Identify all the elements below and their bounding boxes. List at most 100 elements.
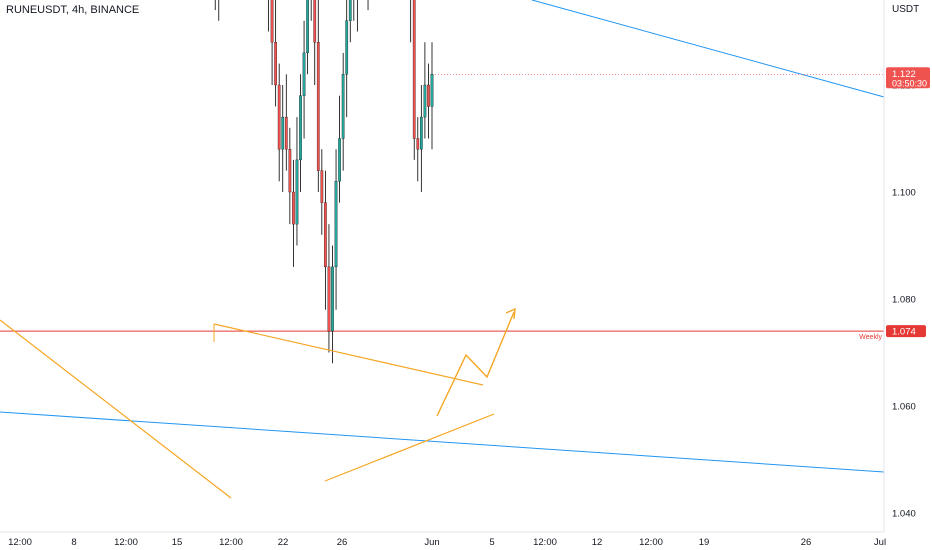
candle-body <box>316 42 320 171</box>
trendlines <box>0 0 885 473</box>
candle <box>302 20 306 139</box>
candle <box>331 245 334 364</box>
price-tick-label: 1.080 <box>892 295 916 306</box>
candle-body <box>320 170 324 203</box>
candle <box>334 149 338 310</box>
candle <box>284 74 288 171</box>
candle-body <box>324 202 327 268</box>
candle-body <box>423 84 427 118</box>
candle <box>324 170 327 310</box>
candle <box>274 0 277 107</box>
candle <box>281 85 285 192</box>
time-tick-label: 26 <box>801 537 812 548</box>
candle-body <box>299 95 302 161</box>
time-tick-label: 15 <box>172 537 183 548</box>
candle <box>338 95 341 203</box>
candle-body <box>302 52 306 96</box>
candle-body <box>341 74 345 139</box>
weekly-price-badge: 1.074 <box>886 325 926 338</box>
candle <box>268 0 269 32</box>
projection-arrowhead <box>505 307 516 320</box>
candle-body <box>334 181 338 268</box>
time-tick-label: 12:00 <box>639 537 663 548</box>
weekly-badge-value: 1.074 <box>892 327 916 338</box>
candle <box>292 159 295 267</box>
candle-body <box>277 84 281 150</box>
time-tick-label: 26 <box>337 537 348 548</box>
time-tick-label: 12:00 <box>533 537 557 548</box>
candle-body <box>430 74 434 107</box>
candle <box>345 0 349 118</box>
time-tick-label: 19 <box>699 537 710 548</box>
symbol-title: RUNEUSDT, 4h, BINANCE <box>6 4 140 16</box>
time-tick-label: 12:00 <box>219 537 243 548</box>
candle <box>277 63 281 182</box>
candle <box>412 0 416 160</box>
candle <box>316 0 320 192</box>
candle-body <box>419 116 423 150</box>
last-price-badge: 1.122 03:50:30 <box>886 67 930 89</box>
candle-body <box>313 0 317 43</box>
candle <box>353 0 355 21</box>
time-tick-label: 12 <box>592 537 603 548</box>
candle <box>288 127 292 225</box>
candle-body <box>416 138 420 150</box>
weekly-level-label: Weekly <box>859 334 882 341</box>
candle-body <box>292 191 295 225</box>
projection-arrow <box>436 311 515 417</box>
candle-body <box>348 0 352 21</box>
candle-body <box>295 159 299 225</box>
candle <box>416 117 420 182</box>
candle-body <box>288 149 292 193</box>
candle-body <box>327 266 331 332</box>
candle-body <box>284 116 288 150</box>
candle-body <box>412 0 416 139</box>
pattern-drawings <box>0 307 516 499</box>
candle-body <box>306 0 309 54</box>
wedge-upper-left <box>0 319 232 499</box>
time-axis[interactable]: 12:00 8 12:00 15 12:00 22 26 Jun 5 12:00 12 12:00 19… <box>8 537 886 548</box>
time-tick-label: 12:00 <box>114 537 138 548</box>
candle <box>306 0 309 75</box>
candle <box>423 42 427 139</box>
candle <box>419 85 423 192</box>
candle-body <box>274 42 277 86</box>
candle <box>310 0 312 21</box>
last-price-value: 1.122 <box>892 69 916 80</box>
candle <box>430 42 434 150</box>
candle-body <box>270 0 274 43</box>
weekly-badge-bg <box>886 325 926 338</box>
time-tick-label: 8 <box>71 537 76 548</box>
candle <box>299 74 302 192</box>
candle-body <box>427 84 430 107</box>
price-tick-label: 1.100 <box>892 188 916 199</box>
candle <box>313 0 317 85</box>
candle <box>270 0 274 85</box>
candle <box>410 0 412 43</box>
candle <box>341 52 345 171</box>
last-price-bg <box>886 67 930 89</box>
candle-body <box>331 266 334 332</box>
candle <box>327 224 331 353</box>
candle-body <box>281 116 285 150</box>
bar-countdown: 03:50:30 <box>892 78 927 88</box>
time-tick-label: Jun <box>424 537 439 548</box>
candle <box>427 63 430 139</box>
time-tick-label: 22 <box>278 537 289 548</box>
candle <box>348 0 352 43</box>
resistance-trendline <box>531 0 885 98</box>
candle <box>356 0 358 32</box>
candlesticks <box>214 0 434 364</box>
candle-body <box>345 20 349 75</box>
time-tick-label: 12:00 <box>8 537 32 548</box>
support-trendline <box>0 411 885 473</box>
weekly-level-name: Weekly <box>859 334 882 341</box>
candle-body <box>338 138 341 182</box>
triangle-lower-line <box>324 413 495 482</box>
price-tick-label: 1.040 <box>892 509 916 520</box>
currency-label: USDT <box>892 4 919 15</box>
triangle-upper-line <box>213 323 484 386</box>
time-tick-label: Jul <box>874 537 886 548</box>
